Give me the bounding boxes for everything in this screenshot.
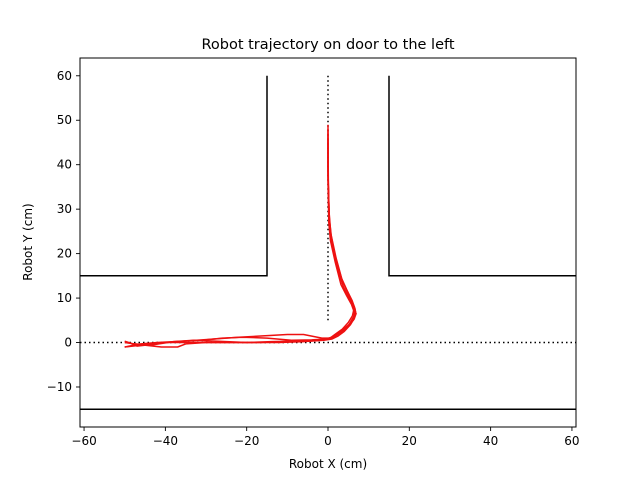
x-tick-label: −20	[234, 434, 259, 448]
x-tick-label: 0	[324, 434, 332, 448]
x-axis-label: Robot X (cm)	[289, 457, 367, 471]
x-tick-label: 60	[564, 434, 579, 448]
y-tick-label: 10	[57, 291, 72, 305]
x-tick-label: 20	[402, 434, 417, 448]
y-tick-label: 30	[57, 202, 72, 216]
x-tick-label: −40	[153, 434, 178, 448]
chart-title: Robot trajectory on door to the left	[201, 37, 454, 53]
plot-frame	[79, 57, 577, 428]
wall-line-1	[80, 75, 268, 277]
trajectory-line-4	[124, 142, 356, 346]
wall-line-2	[388, 75, 576, 277]
x-tick-label: 40	[483, 434, 498, 448]
plot-area	[80, 75, 576, 410]
y-tick-label: −10	[47, 380, 72, 394]
y-tick-label: 40	[57, 158, 72, 172]
y-tick-label: 50	[57, 113, 72, 127]
plot-layer	[80, 75, 576, 410]
y-axis-label: Robot Y (cm)	[21, 203, 35, 280]
y-tick-label: 0	[64, 336, 72, 350]
tick-layer: −60 −40 −20 0 20 40 60 −10 0 10 20 30 40 50 60	[47, 69, 580, 448]
x-tick-label: −60	[71, 434, 96, 448]
y-tick-label: 20	[57, 247, 72, 261]
y-tick-label: 60	[57, 69, 72, 83]
